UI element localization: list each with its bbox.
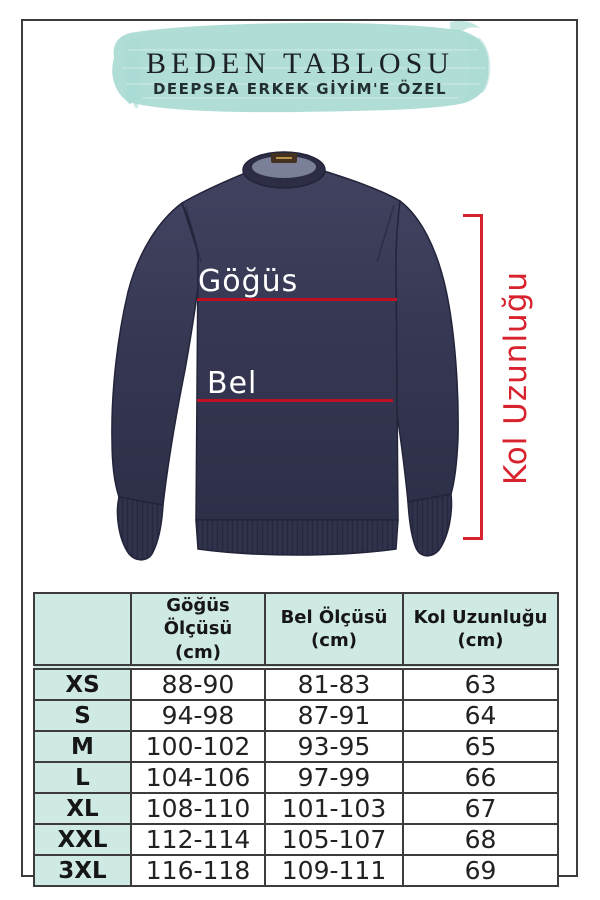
size-cell: M [33, 730, 131, 763]
sleeve-column-header: Kol Uzunluğu (cm) [402, 591, 558, 671]
size-cell: XL [33, 792, 131, 825]
chest-cell: 100-102 [130, 730, 265, 763]
table-row: M 100-102 93-95 65 [33, 730, 558, 763]
sleeve-bracket-bottom-tick [463, 537, 483, 540]
chest-cell: 94-98 [130, 699, 265, 732]
table-row: 3XL 116-118 109-111 69 [33, 854, 558, 887]
chest-cell: 104-106 [130, 761, 265, 794]
waist-cell: 93-95 [264, 730, 403, 763]
brush-stroke-graphic [112, 20, 491, 113]
waist-cell: 87-91 [264, 699, 403, 732]
waist-column-header: Bel Ölçüsü (cm) [264, 591, 403, 671]
waist-cell: 101-103 [264, 792, 403, 825]
page-title: BEDEN TABLOSU [146, 47, 454, 80]
table-row: S 94-98 87-91 64 [33, 699, 558, 732]
size-cell: XXL [33, 823, 131, 856]
waist-label: Bel [207, 366, 258, 401]
size-table: Göğüs Ölçüsü (cm) Bel Ölçüsü (cm) Kol Uz… [33, 591, 559, 888]
waist-cell: 81-83 [264, 666, 403, 701]
chest-cell: 112-114 [130, 823, 265, 856]
sleeve-bracket-top-tick [463, 214, 483, 217]
sleeve-cell: 69 [402, 854, 558, 887]
sleeve-cell: 64 [402, 699, 558, 732]
table-row: L 104-106 97-99 66 [33, 761, 558, 794]
chest-column-header: Göğüs Ölçüsü (cm) [130, 591, 265, 671]
chest-cell: 88-90 [130, 666, 265, 701]
size-cell: S [33, 699, 131, 732]
sleeve-cell: 63 [402, 666, 558, 701]
chest-cell: 108-110 [130, 792, 265, 825]
chest-label: Göğüs [198, 264, 299, 299]
size-cell: L [33, 761, 131, 794]
size-cell: XS [33, 666, 131, 701]
sleeve-cell: 67 [402, 792, 558, 825]
table-row: XXL 112-114 105-107 68 [33, 823, 558, 856]
sleeve-cell: 65 [402, 730, 558, 763]
table-row: XS 88-90 81-83 63 [33, 666, 558, 701]
sleeve-cell: 66 [402, 761, 558, 794]
chest-measure-line [197, 298, 397, 301]
sleeve-bracket-line [480, 214, 483, 540]
waist-cell: 97-99 [264, 761, 403, 794]
waist-measure-line [197, 399, 393, 402]
waist-cell: 109-111 [264, 854, 403, 887]
sleeve-cell: 68 [402, 823, 558, 856]
page-subtitle: DEEPSEA ERKEK GİYİM'E ÖZEL [152, 80, 448, 98]
chest-cell: 116-118 [130, 854, 265, 887]
sleeve-length-label: Kol Uzunluğu [498, 270, 534, 486]
size-table-header-row: Göğüs Ölçüsü (cm) Bel Ölçüsü (cm) Kol Uz… [33, 591, 558, 671]
size-table-body: XS 88-90 81-83 63 S 94-98 87-91 64 M 100-102 93-95… [33, 666, 558, 887]
table-row: XL 108-110 101-103 67 [33, 792, 558, 825]
size-column-header [33, 591, 131, 671]
waist-cell: 105-107 [264, 823, 403, 856]
size-cell: 3XL [33, 854, 131, 887]
